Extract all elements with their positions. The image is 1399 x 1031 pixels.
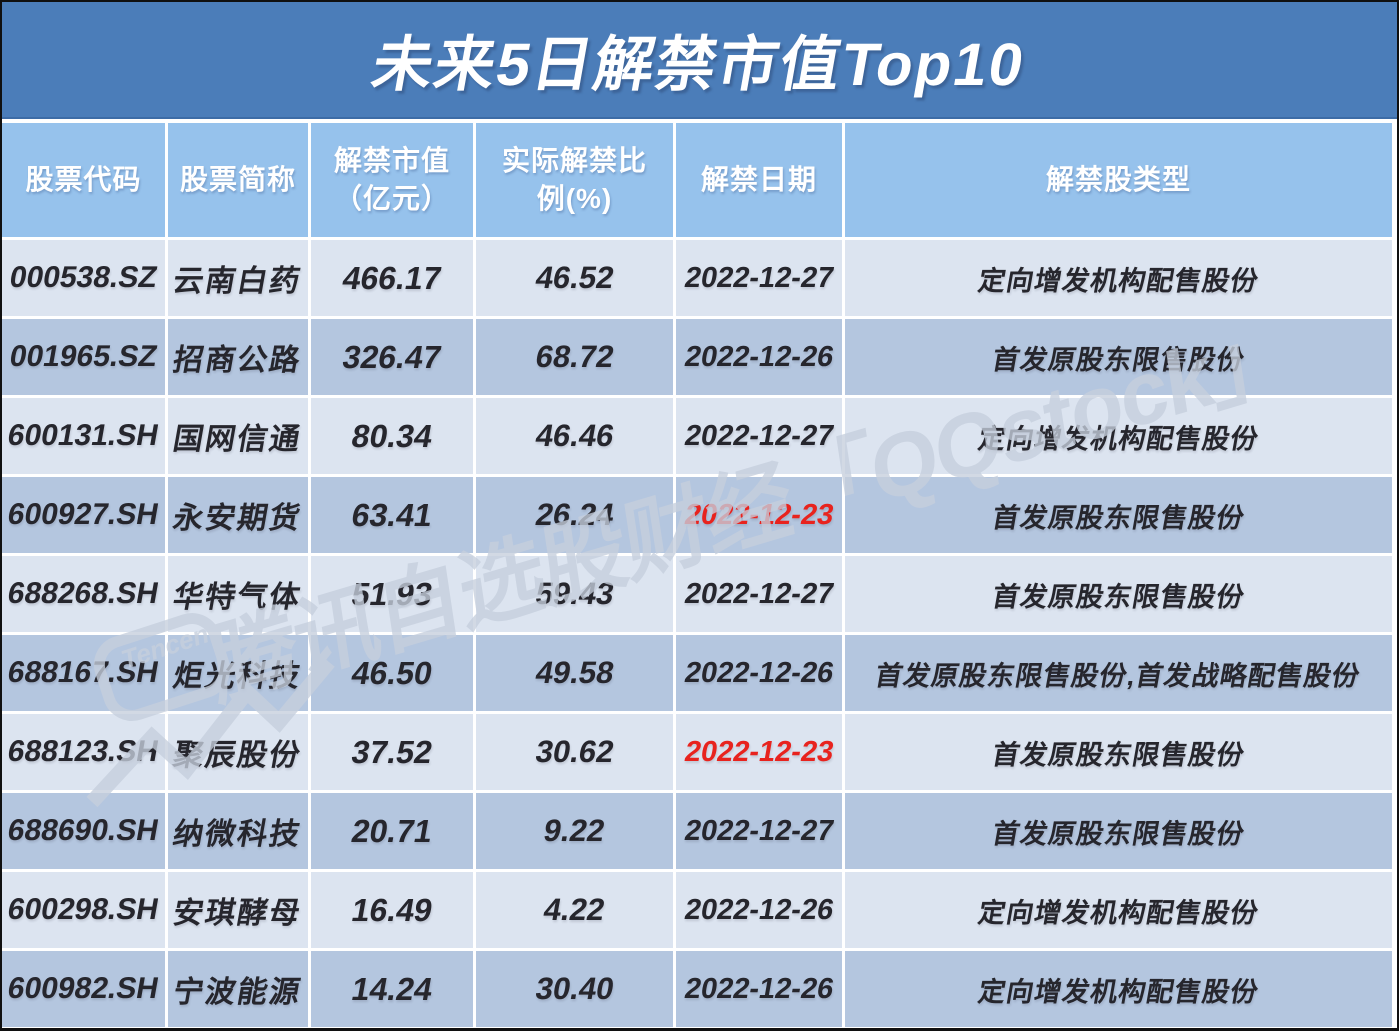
stock-name-cell: 招商公路 — [168, 319, 308, 395]
stock-name-cell: 国网信通 — [168, 398, 308, 474]
unlock-ratio-cell: 4.22 — [476, 872, 673, 948]
unlock-date-cell: 2022-12-23 — [676, 477, 842, 553]
unlock-type-cell: 首发原股东限售股份 — [845, 793, 1392, 869]
stock-name-cell: 永安期货 — [168, 477, 308, 553]
unlock-value-cell: 63.41 — [311, 477, 473, 553]
stock-code-cell: 688123.SH — [2, 714, 165, 790]
unlock-type-cell: 定向增发机构配售股份 — [845, 240, 1392, 316]
header-unlock-ratio: 实际解禁比 例(%) — [476, 123, 673, 237]
unlock-type-cell: 定向增发机构配售股份 — [845, 872, 1392, 948]
unlock-value-cell: 14.24 — [311, 951, 473, 1027]
unlock-type-cell: 首发原股东限售股份 — [845, 556, 1392, 632]
unlock-ratio-cell: 59.43 — [476, 556, 673, 632]
header-stock-name: 股票简称 — [168, 123, 308, 237]
unlock-ratio-cell: 30.62 — [476, 714, 673, 790]
stock-code-cell: 001965.SZ — [2, 319, 165, 395]
header-unlock-value: 解禁市值 （亿元） — [311, 123, 473, 237]
stock-code-cell: 688167.SH — [2, 635, 165, 711]
stock-code-cell: 600927.SH — [2, 477, 165, 553]
unlock-date-cell: 2022-12-26 — [676, 951, 842, 1027]
unlock-date-cell: 2022-12-26 — [676, 872, 842, 948]
unlock-value-cell: 20.71 — [311, 793, 473, 869]
header-unlock-type: 解禁股类型 — [845, 123, 1392, 237]
unlock-ratio-cell: 68.72 — [476, 319, 673, 395]
unlock-ratio-cell: 46.46 — [476, 398, 673, 474]
unlock-value-cell: 46.50 — [311, 635, 473, 711]
page-title: 未来5日解禁市值Top10 — [366, 31, 1031, 98]
stock-name-cell: 炬光科技 — [168, 635, 308, 711]
header-stock-code: 股票代码 — [2, 123, 165, 237]
stock-name-cell: 云南白药 — [168, 240, 308, 316]
unlock-date-cell: 2022-12-27 — [676, 398, 842, 474]
unlock-ratio-cell: 26.24 — [476, 477, 673, 553]
unlock-value-cell: 16.49 — [311, 872, 473, 948]
unlock-date-cell: 2022-12-26 — [676, 635, 842, 711]
stock-code-cell: 688690.SH — [2, 793, 165, 869]
unlock-value-cell: 51.93 — [311, 556, 473, 632]
stock-code-cell: 600982.SH — [2, 951, 165, 1027]
unlock-type-cell: 定向增发机构配售股份 — [845, 398, 1392, 474]
stock-name-cell: 聚辰股份 — [168, 714, 308, 790]
stock-code-cell: 600298.SH — [2, 872, 165, 948]
stock-code-cell: 600131.SH — [2, 398, 165, 474]
header-unlock-date: 解禁日期 — [676, 123, 842, 237]
unlock-ratio-cell: 9.22 — [476, 793, 673, 869]
unlock-date-cell: 2022-12-26 — [676, 319, 842, 395]
unlock-value-cell: 37.52 — [311, 714, 473, 790]
unlock-date-cell: 2022-12-23 — [676, 714, 842, 790]
unlock-type-cell: 定向增发机构配售股份 — [845, 951, 1392, 1027]
stock-code-cell: 688268.SH — [2, 556, 165, 632]
unlock-type-cell: 首发原股东限售股份 — [845, 319, 1392, 395]
stock-name-cell: 华特气体 — [168, 556, 308, 632]
unlock-ratio-cell: 46.52 — [476, 240, 673, 316]
unlock-value-cell: 326.47 — [311, 319, 473, 395]
stock-name-cell: 安琪酵母 — [168, 872, 308, 948]
unlock-top10-table: 股票代码 股票简称 解禁市值 （亿元） 实际解禁比 例(%) 解禁日期 解禁股类… — [2, 123, 1397, 1027]
unlock-type-cell: 首发原股东限售股份 — [845, 477, 1392, 553]
unlock-ratio-cell: 49.58 — [476, 635, 673, 711]
unlock-date-cell: 2022-12-27 — [676, 793, 842, 869]
stock-code-cell: 000538.SZ — [2, 240, 165, 316]
unlock-ratio-cell: 30.40 — [476, 951, 673, 1027]
unlock-date-cell: 2022-12-27 — [676, 240, 842, 316]
unlock-value-cell: 80.34 — [311, 398, 473, 474]
unlock-type-cell: 首发原股东限售股份,首发战略配售股份 — [845, 635, 1392, 711]
stock-name-cell: 纳微科技 — [168, 793, 308, 869]
stock-name-cell: 宁波能源 — [168, 951, 308, 1027]
unlock-date-cell: 2022-12-27 — [676, 556, 842, 632]
title-bar: 未来5日解禁市值Top10 — [2, 2, 1397, 119]
unlock-type-cell: 首发原股东限售股份 — [845, 714, 1392, 790]
unlock-value-cell: 466.17 — [311, 240, 473, 316]
